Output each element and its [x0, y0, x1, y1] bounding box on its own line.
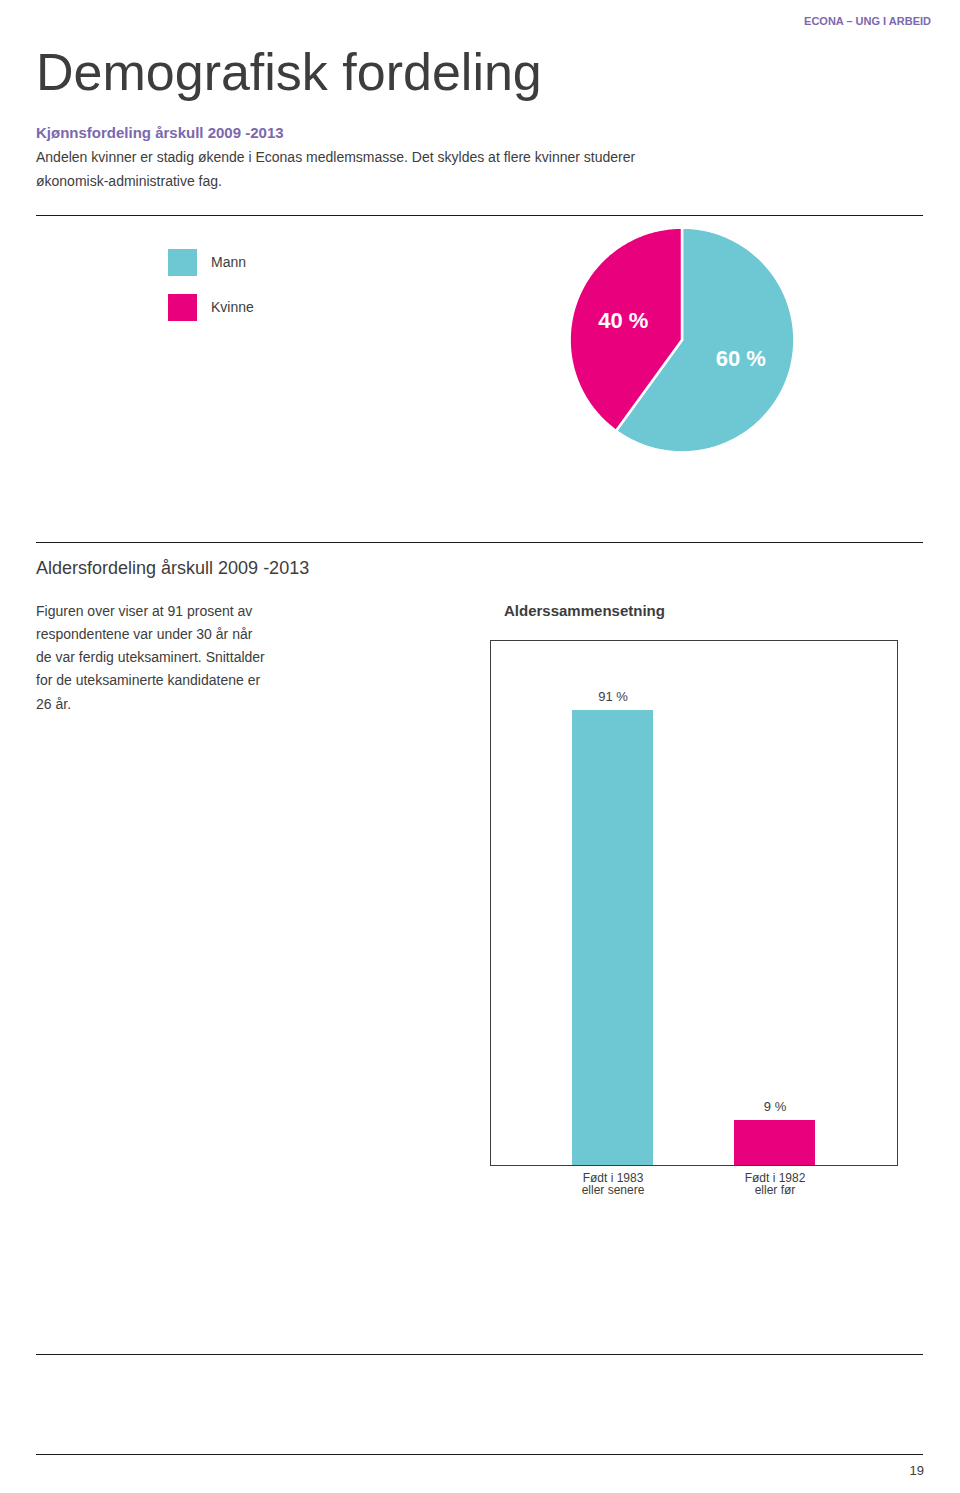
- html-text:Mann: Mann: [211, 254, 246, 271]
- svg-text:Født i 1982eller før: Født i 1982eller før: [745, 1171, 806, 1197]
- html-text:Alderssammensetning: Alderssammensetning: [504, 601, 665, 619]
- html-text:Demografisk fordeling: Demografisk fordeling: [36, 43, 542, 101]
- svg-text:91 %: 91 %: [598, 688, 628, 703]
- svg-text:40 %: 40 %: [598, 308, 648, 333]
- html-text:ECONA – UNG I ARBEID: ECONA – UNG I ARBEID: [804, 15, 931, 27]
- html-text:Andelen kvinner er stadig øken: Andelen kvinner er stadig økende i Econa…: [36, 149, 636, 166]
- svg-text:Født i 1983eller senere: Født i 1983eller senere: [582, 1171, 645, 1197]
- html-text:Kvinne: Kvinne: [211, 299, 254, 316]
- svg-text:60 %: 60 %: [716, 346, 766, 371]
- html-text:Kjønnsfordeling årskull 2009 -: Kjønnsfordeling årskull 2009 -2013: [36, 123, 284, 141]
- html-text:økonomisk-administrative fag.: økonomisk-administrative fag.: [36, 173, 222, 190]
- html-text:Aldersfordeling årskull 2009 -: Aldersfordeling årskull 2009 -2013: [36, 558, 310, 579]
- html-text:19: 19: [909, 1463, 924, 1479]
- html-text:Figuren over viser at 91 prose: Figuren over viser at 91 prosent av resp…: [36, 603, 265, 712]
- svg-text:9 %: 9 %: [764, 1098, 787, 1113]
